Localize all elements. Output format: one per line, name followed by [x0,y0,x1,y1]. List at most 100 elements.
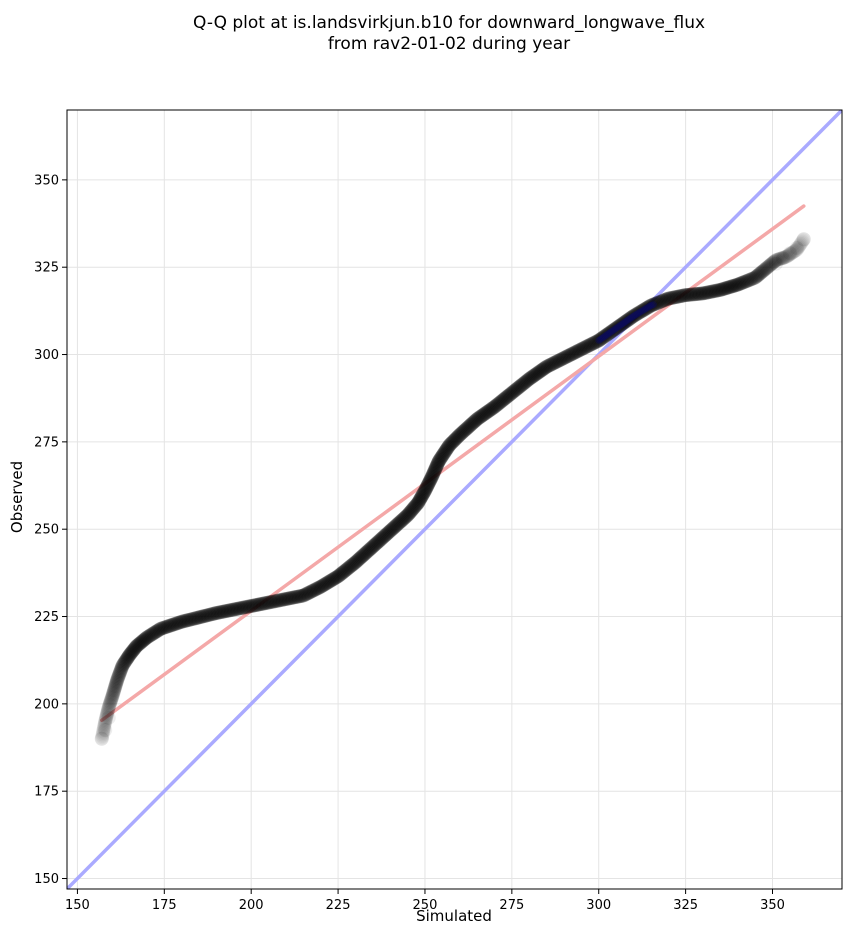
overlap-point [620,319,628,327]
quantile-point [574,342,589,357]
quantile-point [764,256,779,271]
quantile-point [462,419,477,434]
quantile-point [119,652,134,667]
quantile-point [176,614,191,629]
quantile-point [411,495,426,510]
quantile-point [336,564,351,579]
quantile-point [375,530,390,545]
quantile-point [356,548,371,563]
quantile-point [361,543,376,558]
quantile-point [778,250,793,265]
quantile-point [503,386,518,401]
quantile-point [586,336,601,351]
quantile-point [470,412,485,427]
quantile-point [392,515,407,530]
quantile-point [276,592,291,607]
quantile-point [776,250,791,265]
quantile-point [504,385,519,400]
overlap-point [648,301,656,309]
quantile-point [604,324,619,339]
quantile-point [792,239,807,254]
quantile-point [490,397,505,412]
quantile-point [451,428,466,443]
quantile-point [97,717,112,732]
quantile-point [270,593,285,608]
quantile-point [552,353,567,368]
quantile-point [537,361,552,376]
quantile-point [519,373,534,388]
quantile-point [327,571,342,586]
quantile-point [794,235,809,250]
quantile-point [790,241,805,256]
quantile-point [429,459,444,474]
quantile-point [378,527,393,542]
quantile-point [417,483,432,498]
overlap-point [643,304,651,312]
quantile-point [709,283,724,298]
quantile-point [344,558,359,573]
quantile-point [291,589,306,604]
quantile-point [554,352,569,367]
quantile-point [730,277,745,292]
quantile-point [796,232,811,247]
quantile-point [724,279,739,294]
quantile-point [579,339,594,354]
quantile-point [350,553,365,568]
quantile-point [534,363,549,378]
quantile-point [582,338,597,353]
quantile-point [767,254,782,269]
quantile-point [382,524,397,539]
quantile-point [348,555,363,570]
overlap-point [610,326,618,334]
overlap-overlay [595,301,658,345]
quantile-point [184,612,199,627]
quantile-point [346,557,361,572]
overlap-point [601,332,609,340]
quantile-point [360,544,375,559]
quantile-point [602,326,617,341]
quantile-point [419,479,434,494]
quantile-point [108,679,123,694]
quantile-point [103,695,118,710]
quantile-point [617,315,632,330]
quantile-point [402,505,417,520]
quantile-point [700,285,715,300]
y-tick-label: 350 [34,173,59,188]
quantile-points [94,232,811,746]
quantile-point [260,595,275,610]
quantile-point [722,280,737,295]
quantile-point [469,413,484,428]
quantile-point [625,309,640,324]
quantile-point [251,597,266,612]
quantile-point [515,377,530,392]
quantile-point [627,308,642,323]
quantile-point [311,581,326,596]
quantile-point [300,586,315,601]
quantile-point [354,549,369,564]
y-tick-label: 250 [34,523,59,538]
quantile-point [454,425,469,440]
quantile-point [471,411,486,426]
quantile-point [187,611,202,626]
overlap-point [604,330,612,338]
quantile-point [788,243,803,258]
quantile-point [684,287,699,302]
quantile-point [431,455,446,470]
quantile-point [99,708,114,723]
quantile-point [106,684,121,699]
quantile-point [110,671,125,686]
quantile-point [744,272,759,287]
quantile-point [181,612,196,627]
quantile-point [447,433,462,448]
quantile-point [594,331,609,346]
quantile-point [460,420,475,435]
quantile-point [347,556,362,571]
quantile-point [225,602,240,617]
quantile-point [508,383,523,398]
quantile-point [232,601,247,616]
quantile-point [373,532,388,547]
quantile-point [130,638,145,653]
quantile-point [339,562,354,577]
quantile-point [791,240,806,255]
quantile-point [662,291,677,306]
